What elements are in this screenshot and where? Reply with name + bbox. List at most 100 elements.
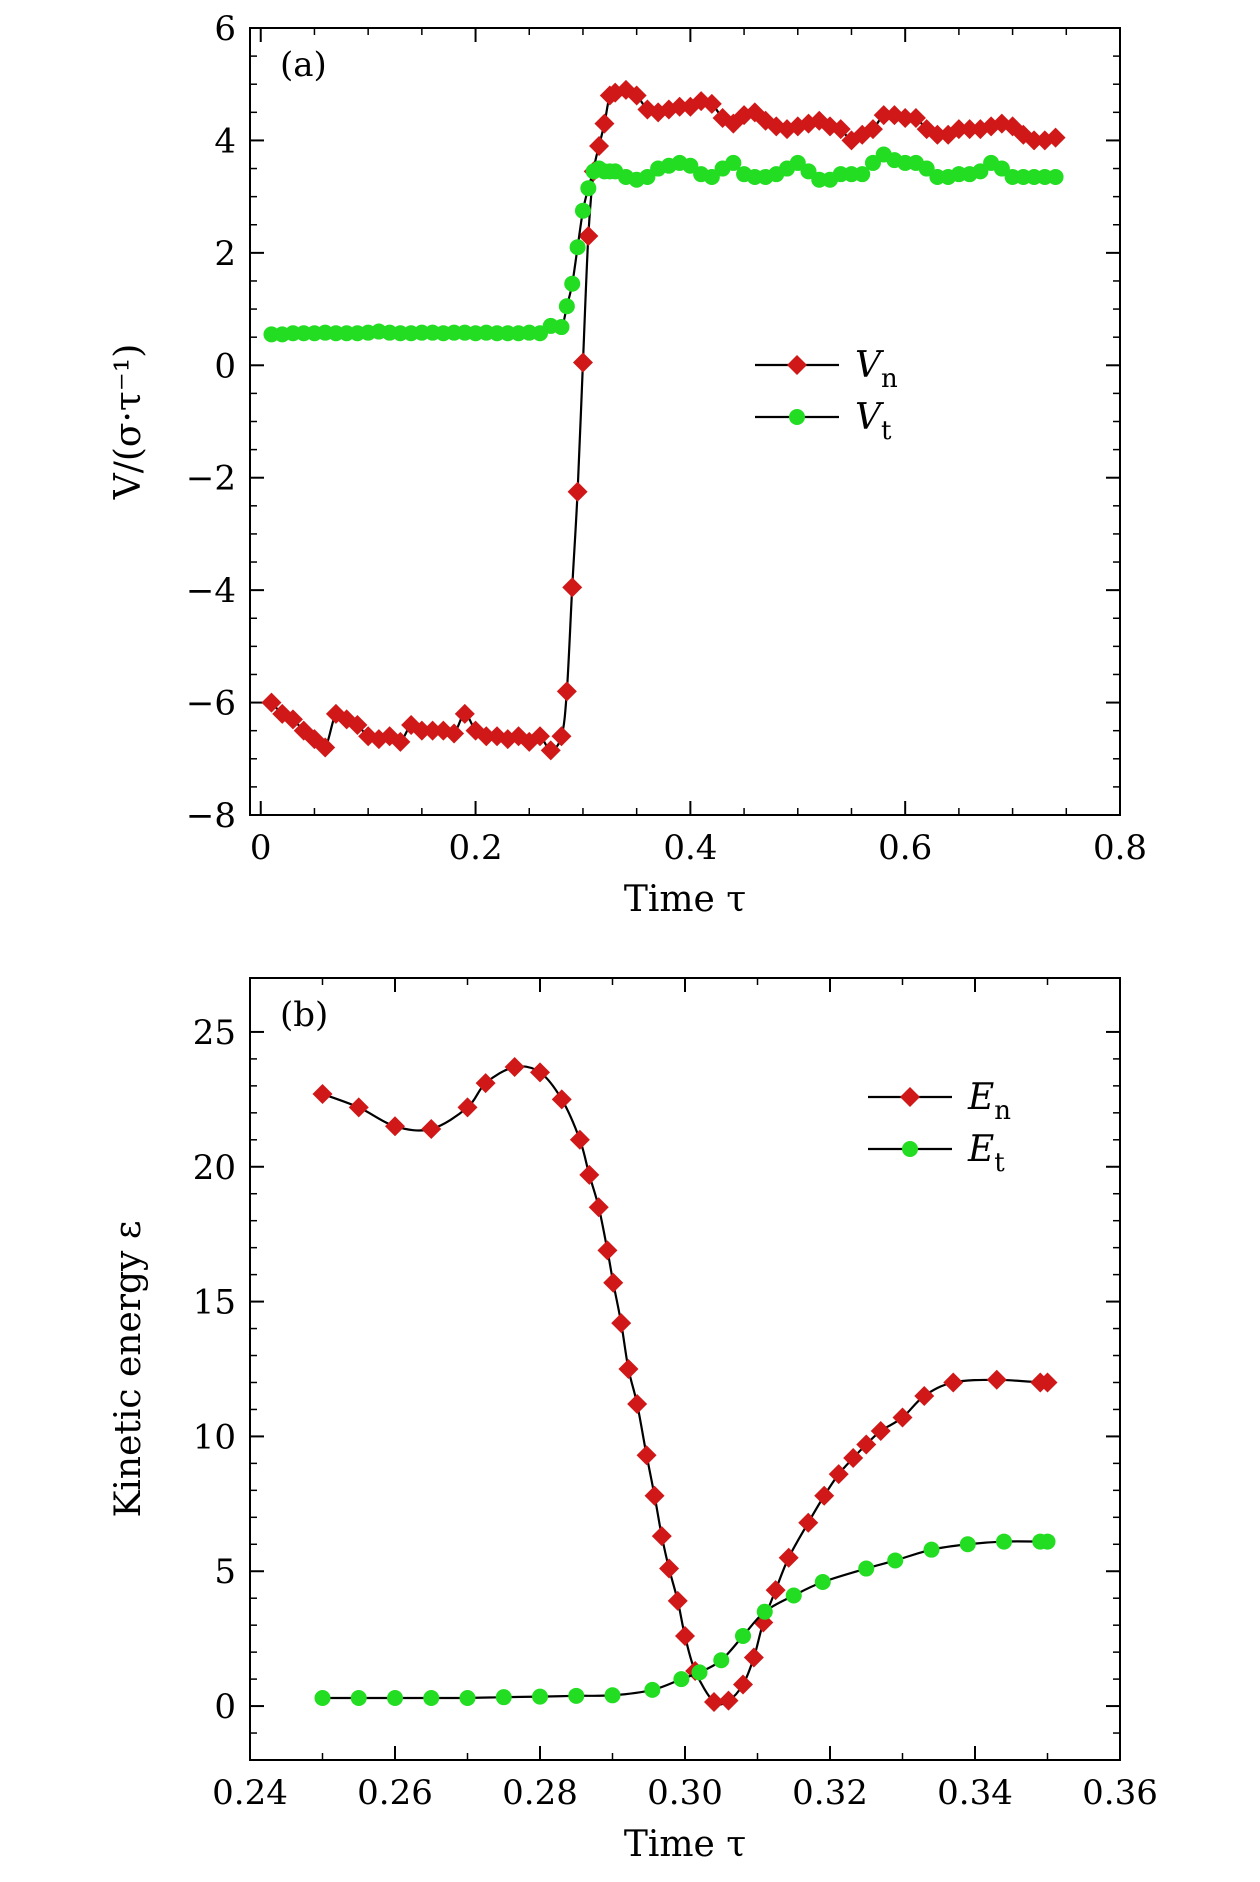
x-tick-label: 0.32 [792, 1773, 868, 1813]
data-point [578, 225, 599, 246]
data-point [862, 119, 883, 140]
data-point [475, 1073, 496, 1094]
legend-label-subscript: n [994, 1096, 1011, 1126]
data-point [703, 168, 720, 185]
x-tick-label: 0.36 [1082, 1773, 1158, 1813]
y-tick-label: 15 [193, 1283, 236, 1323]
y-tick-label: −8 [186, 796, 236, 836]
data-point [986, 1369, 1007, 1390]
data-point [718, 1690, 739, 1711]
data-point [843, 1447, 864, 1468]
data-point [814, 1485, 835, 1506]
data-point [644, 1681, 661, 1698]
legend-label-subscript: n [881, 364, 898, 394]
data-point [639, 168, 656, 185]
data-point [789, 154, 806, 171]
data-point [350, 1689, 367, 1706]
y-tick-label: 6 [214, 9, 236, 49]
data-point [574, 202, 591, 219]
data-point [735, 1627, 751, 1644]
data-point [411, 720, 432, 741]
data-point [785, 1587, 802, 1604]
series-line-en [322, 1065, 1048, 1706]
x-tick-label: 0.30 [647, 1773, 723, 1813]
data-point [261, 692, 282, 713]
data-point [558, 298, 575, 315]
data-point [800, 163, 817, 180]
data-point [644, 1485, 665, 1506]
data-point [627, 1394, 648, 1415]
data-point [1039, 1533, 1056, 1550]
data-point [814, 1574, 831, 1591]
data-point [1047, 168, 1064, 185]
data-point [553, 319, 570, 336]
y-tick-label: 4 [214, 121, 236, 161]
data-point [854, 166, 871, 183]
data-point [892, 1407, 913, 1428]
data-point [421, 1119, 442, 1140]
data-point [495, 1689, 512, 1706]
data-point [675, 1625, 695, 1646]
data-point [314, 1689, 331, 1706]
data-point [282, 709, 303, 730]
data-point [618, 1359, 639, 1379]
chart-panel-b: 0.24 0.26 0.28 0.30 0.32 0.34 0.36 0 5 10 15 20 25 Ti… [108, 977, 1158, 1865]
y-tick-label: 2 [214, 234, 236, 274]
y-tick-label: 25 [193, 1013, 236, 1053]
data-point [564, 275, 581, 292]
data-point [457, 1097, 478, 1118]
x-tick-label: 0 [250, 828, 272, 868]
x-tick-label: 0.6 [878, 828, 932, 868]
data-point [701, 93, 722, 114]
data-point [673, 1671, 690, 1688]
data-point [532, 1688, 548, 1705]
data-point [682, 157, 699, 174]
data-point [348, 1097, 369, 1118]
data-point [972, 163, 989, 180]
x-tick-label: 0.34 [937, 1773, 1013, 1813]
y-tick-label: 0 [214, 1687, 236, 1727]
legend-label: Vn [855, 345, 898, 394]
data-point [778, 1547, 799, 1568]
panel-label: (b) [280, 995, 328, 1035]
data-point [556, 681, 577, 702]
data-point [530, 1062, 550, 1083]
data-point [1013, 124, 1034, 145]
data-point [959, 119, 980, 140]
data-point [996, 1533, 1012, 1550]
data-point [390, 731, 411, 752]
data-point [914, 1385, 935, 1406]
data-point [572, 352, 593, 373]
legend-label: Vt [855, 397, 892, 446]
data-point [918, 160, 935, 177]
y-tick-label: 5 [214, 1552, 236, 1592]
data-point [713, 1652, 730, 1669]
data-point [540, 740, 561, 761]
y-tick-label: 10 [193, 1417, 236, 1457]
chart-panel-a: 0 0.2 0.4 0.6 0.8 −8 −6 −4 −2 0 2 4 6 Time τ V/(σ·τ⁻¹)… [108, 9, 1147, 920]
data-point [604, 1687, 621, 1704]
data-point [312, 1083, 333, 1104]
legend-label: En [967, 1077, 1011, 1126]
y-axis-label: Kinetic energy ε [108, 1221, 149, 1518]
data-point [504, 1056, 525, 1077]
y-tick-label: −6 [186, 684, 236, 724]
data-point [765, 1580, 786, 1601]
data-point [798, 1512, 819, 1533]
data-point [948, 119, 969, 140]
x-tick-label: 0.4 [663, 828, 717, 868]
legend-marker [787, 355, 807, 375]
legend-label-subscript: t [994, 1148, 1005, 1178]
data-point [551, 726, 572, 747]
data-point [454, 703, 475, 724]
data-point [667, 1590, 688, 1611]
data-point [733, 1674, 753, 1695]
data-point [562, 577, 583, 598]
data-point [459, 1689, 476, 1706]
data-point [603, 1272, 624, 1293]
data-point [444, 723, 465, 744]
data-point [858, 1560, 875, 1577]
data-point [385, 1116, 405, 1137]
data-point [828, 1464, 849, 1485]
data-point [1037, 1372, 1058, 1393]
